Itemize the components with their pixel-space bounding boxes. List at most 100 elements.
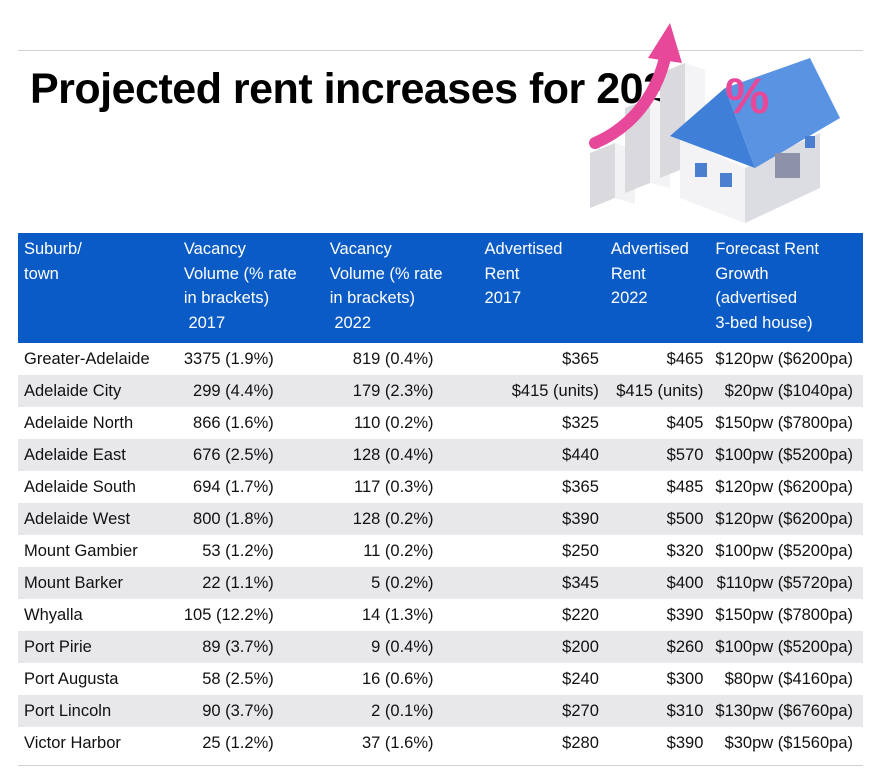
cell-rent-2022: $415 (units) [604, 375, 710, 407]
cell-vacancy-2022: 16 (0.6%) [361, 669, 434, 688]
table-row: Victor Harbor 25 (1.2%) 37 (1.6%) $280 $390 $… [18, 727, 863, 759]
header-line: in brackets) [329, 289, 416, 307]
cell-vacancy-2022: 2 (0.1%) [323, 695, 479, 727]
percent-sign: % [725, 68, 769, 124]
top-divider [18, 50, 863, 51]
cell-vacancy-2017: 89 (3.7%) [177, 631, 324, 663]
header-line: Advertised [610, 240, 689, 258]
cell-vacancy-2017: 800 (1.8%) [177, 503, 324, 535]
cell-rent-2022: $390 [666, 605, 704, 624]
cell-rent-2017: $345 [478, 567, 605, 599]
cell-rent-2022: $390 [666, 733, 704, 752]
cell-forecast-growth: $30pw ($1560pa) [724, 733, 853, 752]
cell-rent-2017: $440 [478, 439, 605, 471]
cell-rent-2022: $485 [666, 477, 704, 496]
cell-vacancy-2022: 14 (1.3%) [361, 605, 434, 624]
table-row: Greater-Adelaide 3375 (1.9%) 819 (0.4%) $36… [18, 343, 863, 375]
table-header-row: Suburb/town Vacancy Volume (% rate in brac… [18, 233, 863, 343]
cell-vacancy-2017: 90 (3.7%) [177, 695, 324, 727]
header-line: (advertised [715, 289, 798, 307]
cell-suburb: Mount Gambier [24, 541, 138, 560]
header-rent-2022: Advertised Rent 2022 [604, 233, 710, 343]
header-line: Vacancy [329, 240, 392, 258]
header-rent-2017: Advertised Rent 2017 [478, 233, 605, 343]
cell-forecast-growth: $100pw ($5200pa) [709, 439, 863, 471]
header-line: 2022 [610, 289, 648, 307]
header-vacancy-2022: Vacancy Volume (% rate in brackets) 2022 [323, 233, 479, 343]
cell-vacancy-2022: 110 (0.2%) [354, 413, 434, 432]
house-rent-increase-illustration: % [589, 23, 840, 223]
cell-rent-2017: $270 [478, 695, 605, 727]
cell-suburb: Port Augusta [24, 669, 119, 688]
cell-rent-2022: $260 [604, 631, 710, 663]
header-line: in brackets) [183, 289, 270, 307]
cell-suburb: Whyalla [24, 605, 83, 624]
table-row: Port Pirie 89 (3.7%) 9 (0.4%) $200 $260 $100p… [18, 631, 863, 663]
cell-vacancy-2022: 179 (2.3%) [323, 375, 479, 407]
header-line: Forecast Rent [715, 240, 820, 258]
cell-suburb: Adelaide City [18, 375, 178, 407]
header-line: Advertised [484, 240, 563, 258]
bottom-divider [18, 765, 863, 766]
cell-vacancy-2022: 9 (0.4%) [323, 631, 479, 663]
cell-rent-2022: $300 [666, 669, 704, 688]
cell-rent-2017: $390 [478, 503, 605, 535]
cell-rent-2022: $570 [604, 439, 710, 471]
cell-forecast-growth: $150pw ($7800pa) [715, 605, 853, 624]
cell-forecast-growth: $120pw ($6200pa) [709, 503, 863, 535]
cell-suburb: Port Lincoln [18, 695, 178, 727]
cell-rent-2022: $320 [666, 541, 704, 560]
header-vacancy-2017: Vacancy Volume (% rate in brackets) 2017 [177, 233, 324, 343]
cell-suburb: Victor Harbor [24, 733, 121, 752]
cell-suburb: Adelaide West [18, 503, 178, 535]
cell-vacancy-2022: 117 (0.3%) [354, 477, 434, 496]
cell-vacancy-2022: 128 (0.2%) [323, 503, 479, 535]
cell-suburb: Adelaide East [18, 439, 178, 471]
house-icon [670, 58, 840, 223]
header-line: Rent [610, 264, 646, 283]
header-line: Rent [484, 264, 520, 283]
cell-vacancy-2022: 5 (0.2%) [323, 567, 479, 599]
page-title: Projected rent increases for 2022 [30, 65, 690, 113]
cell-vacancy-2017: 694 (1.7%) [193, 477, 274, 496]
header-line: 2022 [329, 313, 372, 332]
cell-forecast-growth: $110pw ($5720pa) [709, 567, 863, 599]
cell-rent-2017: $240 [562, 669, 599, 688]
cell-rent-2022: $465 [666, 349, 704, 368]
cell-forecast-growth: $80pw ($4160pa) [724, 669, 853, 688]
cell-rent-2017: $415 (units) [478, 375, 605, 407]
cell-vacancy-2022: 128 (0.4%) [323, 439, 479, 471]
cell-rent-2022: $500 [604, 503, 710, 535]
table-row: Port Augusta 58 (2.5%) 16 (0.6%) $240 $300 $8… [18, 663, 863, 695]
cell-rent-2017: $325 [562, 413, 599, 432]
cell-vacancy-2017: 299 (4.4%) [177, 375, 324, 407]
up-arrow-icon [589, 23, 682, 149]
cell-vacancy-2017: 58 (2.5%) [202, 669, 274, 688]
cell-suburb: Mount Barker [18, 567, 178, 599]
table-row: Mount Barker 22 (1.1%) 5 (0.2%) $345 $400 $11… [18, 567, 863, 599]
header-line: 3-bed house) [715, 313, 813, 332]
cell-vacancy-2022: 819 (0.4%) [352, 349, 434, 368]
cell-rent-2017: $365 [562, 349, 599, 368]
cell-vacancy-2017: 25 (1.2%) [202, 733, 274, 752]
cell-vacancy-2022: 37 (1.6%) [361, 733, 434, 752]
table-row: Adelaide East 676 (2.5%) 128 (0.4%) $440 $57… [18, 439, 863, 471]
header-forecast-growth: Forecast Rent Growth (advertised 3-bed hous… [709, 233, 863, 343]
header-line: 2017 [183, 313, 226, 332]
header-line: Growth [715, 264, 769, 283]
cell-rent-2017: $365 [562, 477, 599, 496]
cell-forecast-growth: $130pw ($6760pa) [709, 695, 863, 727]
cell-vacancy-2022: 11 (0.2%) [363, 541, 434, 560]
header-line: Volume (% rate [183, 264, 297, 283]
table-row: Adelaide South 694 (1.7%) 117 (0.3%) $365 $4… [18, 471, 863, 503]
header-line: town [24, 264, 59, 283]
table-row: Mount Gambier 53 (1.2%) 11 (0.2%) $250 $320 $… [18, 535, 863, 567]
cell-rent-2022: $405 [666, 413, 704, 432]
cell-forecast-growth: $120pw ($6200pa) [715, 349, 853, 368]
table-row: Adelaide North 866 (1.6%) 110 (0.2%) $325 $4… [18, 407, 863, 439]
cell-suburb: Port Pirie [18, 631, 178, 663]
cell-forecast-growth: $150pw ($7800pa) [715, 413, 853, 432]
cell-suburb: Adelaide North [24, 413, 134, 432]
header-line: Volume (% rate [329, 264, 443, 283]
